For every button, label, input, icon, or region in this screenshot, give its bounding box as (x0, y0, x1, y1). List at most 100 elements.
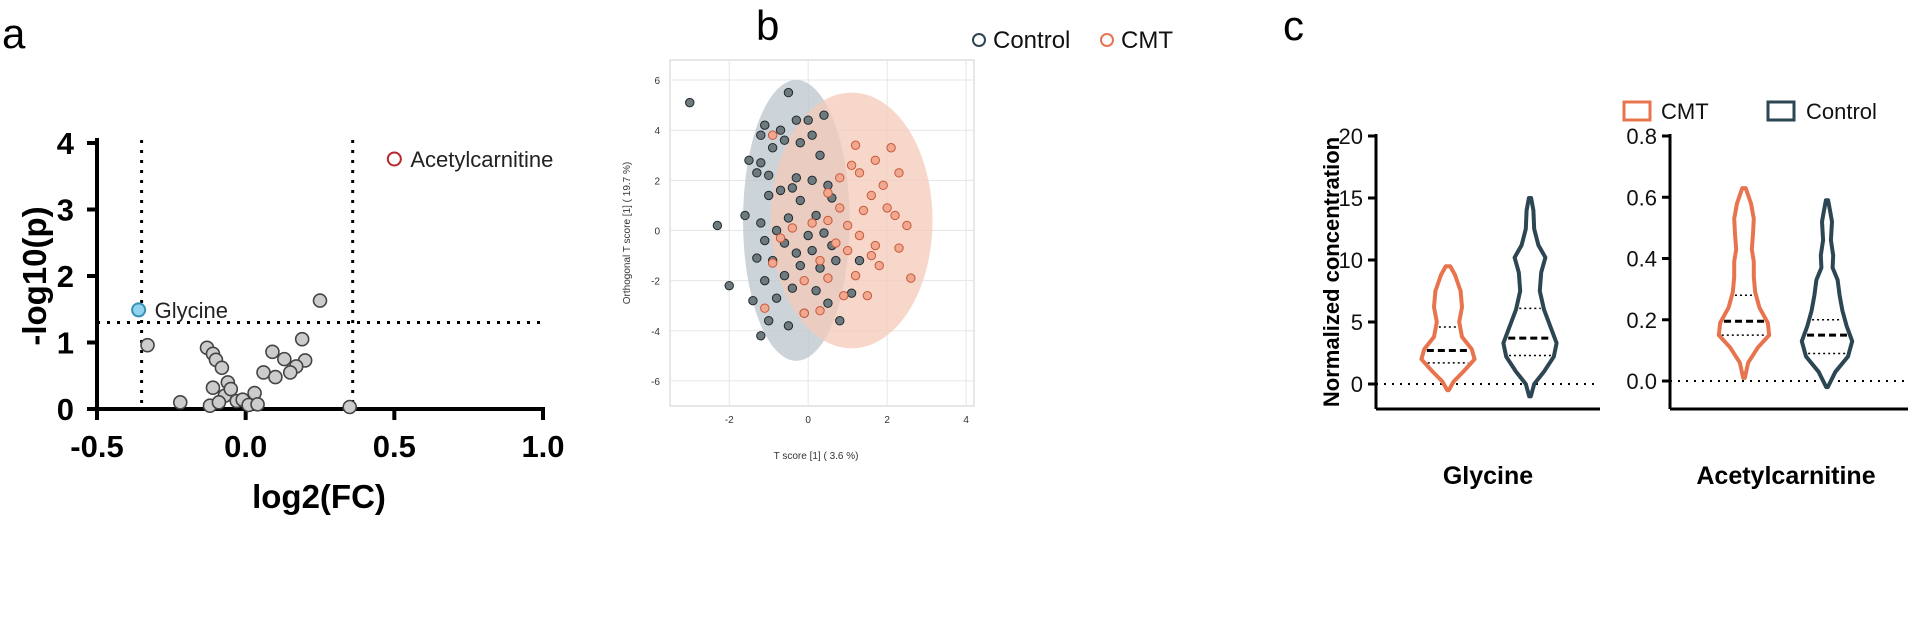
opls-point-control (779, 270, 790, 281)
opls-point-control (803, 115, 813, 125)
volcano-point (223, 381, 239, 397)
opls-point-control (831, 255, 841, 266)
opls-legend-marker-control (972, 33, 986, 47)
volcano-point (294, 331, 310, 347)
opls-point-control (740, 210, 750, 221)
violin-plots: CMT Control Normalized concentration 0 5 10 15… (1319, 99, 1908, 490)
volcano-point (312, 293, 328, 308)
volcano-y-tick-label: 1 (57, 326, 74, 361)
opls-point-cmt (842, 245, 853, 256)
violin-legend-label-cmt: CMT (1661, 99, 1709, 124)
opls-point-control (685, 97, 695, 108)
opls-x-label: T score [1] ( 3.6 %) (774, 451, 859, 462)
opls-point-cmt (878, 180, 888, 191)
opls-point-control (764, 170, 774, 181)
opls-point-control (771, 293, 782, 303)
violin-y-tick-label: 0.4 (1626, 247, 1657, 272)
violin-y-label: Normalized concentration (1319, 137, 1344, 407)
opls-point-cmt (842, 220, 853, 231)
opls-legend-label-cmt: CMT (1121, 27, 1173, 54)
opls-point-control (748, 295, 758, 306)
opls-point-cmt (902, 220, 912, 231)
opls-point-control (819, 228, 829, 238)
violin-y-tick-label: 15 (1339, 186, 1363, 211)
opls-point-control (764, 316, 774, 326)
volcano-y-label: -log10(p) (16, 206, 53, 345)
opls-point-cmt (870, 155, 880, 165)
panel-label-b: b (756, 2, 779, 49)
violin-shape-control (1501, 196, 1559, 399)
volcano-y-tick-label: 3 (57, 193, 74, 228)
opls-point-cmt (835, 173, 845, 183)
opls-point-cmt (894, 243, 904, 253)
opls-point-control (756, 158, 766, 168)
opls-point-control (787, 183, 798, 193)
volcano-point (342, 399, 358, 415)
opls-point-control (854, 255, 865, 266)
panel-label-c: c (1283, 2, 1304, 49)
volcano-point (282, 365, 298, 380)
volcano-highlight-label: Acetylcarnitine (410, 147, 553, 172)
opls-point-control (752, 253, 762, 263)
volcano-point (140, 337, 155, 353)
opls-x-tick-label: -2 (725, 415, 734, 426)
opls-point-control (791, 173, 802, 183)
opls-point-control (760, 275, 770, 286)
opls-point-cmt (854, 230, 865, 241)
opls-point-control (807, 245, 817, 256)
opls-point-control (783, 213, 794, 223)
volcano-point (277, 351, 292, 367)
volcano-x-label: log2(FC) (252, 478, 386, 515)
panel-label-a: a (2, 10, 26, 57)
violin-y-tick-label: 10 (1339, 248, 1363, 273)
volcano-point (214, 360, 230, 376)
opls-legend-marker-cmt (1100, 33, 1114, 47)
opls-legend-label-control: Control (993, 27, 1070, 54)
opls-point-cmt (775, 233, 786, 243)
opls-point-control (712, 220, 723, 231)
opls-point-control (846, 288, 857, 298)
opls-point-cmt (807, 218, 817, 228)
volcano-point (268, 369, 283, 385)
opls-point-cmt (890, 210, 900, 221)
opls-point-cmt (787, 223, 798, 233)
opls-point-cmt (850, 270, 861, 281)
opls-ellipse-cmt (770, 92, 933, 349)
opls-point-control (811, 210, 821, 221)
violin-legend-marker-cmt (1622, 100, 1652, 122)
violin-category-label: Glycine (1443, 462, 1533, 490)
opls-point-cmt (882, 203, 892, 213)
volcano-y-tick-label: 2 (57, 259, 74, 294)
opls-y-tick-label: -4 (651, 327, 660, 338)
opls-y-tick-label: 2 (654, 176, 660, 187)
volcano-point (172, 395, 188, 410)
opls-point-control (819, 110, 829, 120)
opls-point-control (744, 155, 754, 165)
opls-point-control (764, 190, 774, 201)
violin-y-tick-label: 0.2 (1626, 308, 1657, 333)
opls-point-control (795, 260, 805, 271)
opls-point-cmt (831, 238, 841, 248)
volcano-plot: 0 1 2 3 4 -0.5 0.0 0.5 1.0 log2(FC) -log10(p) Glyci… (16, 126, 565, 515)
violin-y-tick-label: 0.8 (1626, 124, 1657, 149)
opls-point-control (815, 150, 825, 160)
opls-point-control (767, 143, 778, 153)
opls-point-cmt (862, 290, 873, 301)
opls-point-cmt (870, 240, 880, 251)
opls-y-label: Orthogonal T score [1] ( 19.7 %) (622, 162, 633, 304)
opls-point-cmt (906, 273, 916, 283)
volcano-y-tick-label: 0 (57, 392, 74, 427)
opls-point-cmt (858, 205, 869, 216)
volcano-x-tick-label: -0.5 (70, 429, 123, 464)
opls-point-cmt (823, 188, 833, 198)
volcano-point (256, 365, 271, 380)
opls-point-control (795, 195, 805, 206)
opls-y-tick-label: -2 (651, 277, 660, 288)
volcano-y-tick-label: 4 (57, 126, 75, 161)
opls-plot-frame (669, 59, 975, 407)
volcano-point (205, 380, 221, 396)
opls-point-control (823, 298, 833, 308)
opls-point-control (756, 331, 766, 341)
volcano-highlight-label: Glycine (155, 298, 228, 323)
opls-point-control (752, 168, 762, 178)
